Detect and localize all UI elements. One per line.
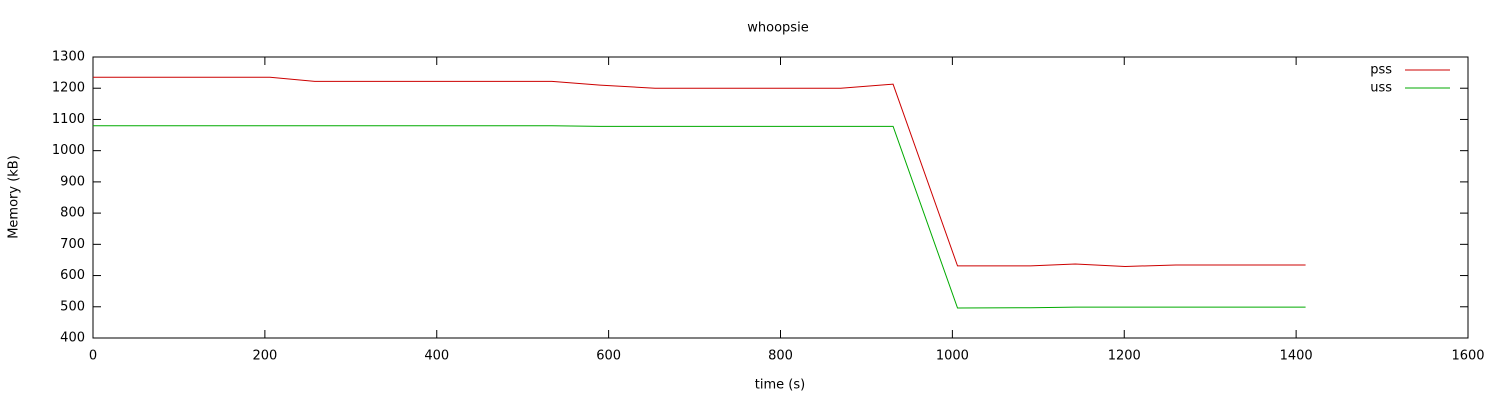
y-tick-label: 1100 — [52, 112, 85, 127]
chart-title: whoopsie — [747, 21, 808, 36]
y-tick-label: 900 — [60, 174, 85, 189]
x-tick-label: 1200 — [1108, 349, 1141, 364]
legend-label: pss — [1370, 63, 1392, 78]
y-tick-label: 500 — [60, 299, 85, 314]
y-tick-label: 600 — [60, 268, 85, 283]
y-tick-label: 700 — [60, 237, 85, 252]
series-line — [93, 125, 1306, 309]
x-axis-label: time (s) — [755, 378, 805, 393]
legend-label: uss — [1370, 81, 1392, 96]
x-tick-label: 1400 — [1280, 349, 1313, 364]
y-tick-label: 800 — [60, 206, 85, 221]
x-tick-label: 200 — [252, 349, 277, 364]
x-tick-label: 1000 — [936, 349, 969, 364]
y-tick-label: 400 — [60, 331, 85, 346]
series-line — [93, 76, 1306, 268]
x-tick-label: 800 — [768, 349, 793, 364]
y-tick-label: 1200 — [52, 81, 85, 96]
y-tick-label: 1300 — [52, 50, 85, 65]
y-tick-label: 1000 — [52, 143, 85, 158]
x-tick-label: 400 — [424, 349, 449, 364]
x-tick-label: 0 — [89, 349, 97, 364]
x-tick-label: 1600 — [1451, 349, 1484, 364]
plot-frame — [92, 56, 1469, 339]
x-tick-label: 600 — [596, 349, 621, 364]
y-axis-label: Memory (kB) — [7, 155, 22, 239]
